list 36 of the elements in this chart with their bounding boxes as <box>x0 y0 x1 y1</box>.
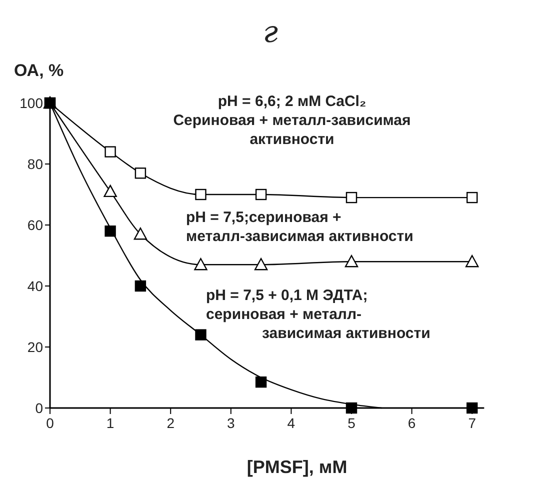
point <box>194 258 208 270</box>
y-tick-label: 100 <box>20 95 44 111</box>
y-tick-label: 60 <box>27 217 44 233</box>
y-tick-label: 20 <box>27 339 44 355</box>
chart-title: г <box>262 15 278 50</box>
point <box>346 192 358 204</box>
x-tick-label: 5 <box>348 415 356 431</box>
point <box>255 188 267 200</box>
point <box>134 168 146 179</box>
point <box>104 146 116 158</box>
point <box>134 228 148 240</box>
point <box>466 192 478 204</box>
y-tick-label: 40 <box>27 278 44 294</box>
x-tick-label: 6 <box>408 415 416 431</box>
point <box>466 255 479 268</box>
point <box>104 184 117 198</box>
x-tick-label: 3 <box>227 415 235 431</box>
annotation: pH = 7,5;сериновая + металл-зависимая активности <box>186 209 414 245</box>
point <box>466 402 478 414</box>
x-tick-label: 2 <box>166 415 175 431</box>
point <box>255 376 267 388</box>
annotation: pH = 6,6; 2 мМ CaCl₂ Сериновая + металл-зависимая активности <box>173 93 411 148</box>
point <box>195 329 206 340</box>
y-tick-label: 0 <box>35 400 44 416</box>
x-tick-label: 4 <box>287 415 296 431</box>
point <box>344 255 358 268</box>
y-tick-label: 80 <box>27 156 44 172</box>
point <box>104 226 116 237</box>
x-axis-title: [PMSF], мМ <box>246 457 348 477</box>
point <box>195 188 206 200</box>
x-tick-label: 0 <box>46 415 54 431</box>
x-tick-label: 7 <box>468 415 476 431</box>
y-axis-title: ОА, % <box>14 61 64 80</box>
point <box>254 258 268 270</box>
annotation: pH = 7,5 + 0,1 М ЭДТА; сериновая + металл- зависимая активности <box>206 287 430 342</box>
x-tick-label: 1 <box>106 415 114 431</box>
